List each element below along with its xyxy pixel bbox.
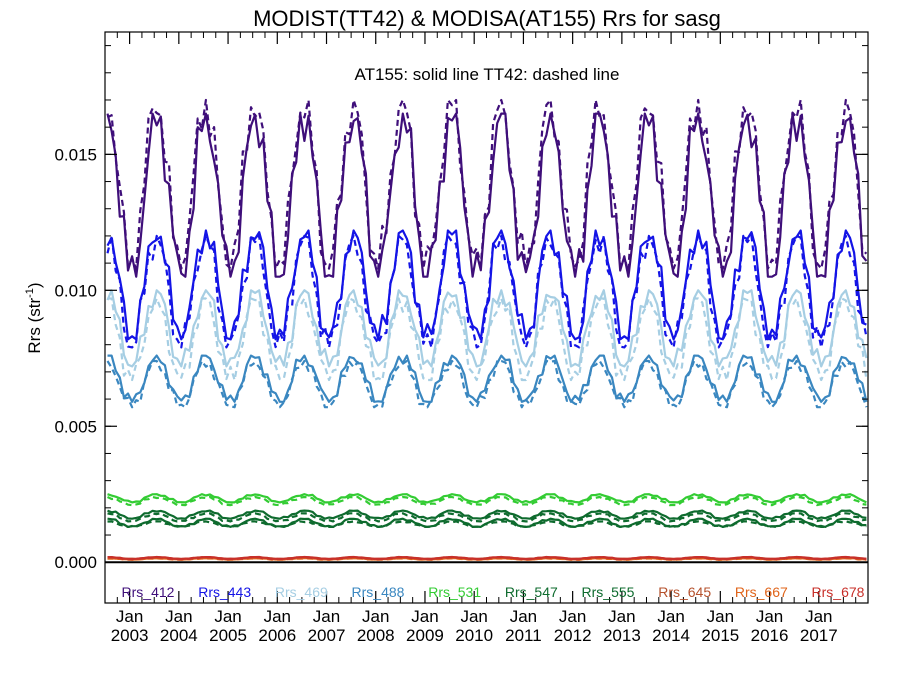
y-tick-label: 0.015 [54, 145, 97, 164]
rrs-412-dashed-line [106, 98, 868, 270]
x-tick-month-label: Jan [756, 607, 783, 626]
x-tick-year-label: 2003 [111, 626, 149, 645]
series-rrs-547 [107, 509, 867, 523]
x-tick-month-label: Jan [264, 607, 291, 626]
legend-item-rrs-547: Rrs_547 [505, 584, 558, 600]
x-tick-month-label: Jan [510, 607, 537, 626]
x-tick-month-label: Jan [116, 607, 143, 626]
legend-item-rrs-678: Rrs_678 [812, 584, 865, 600]
x-tick-month-label: Jan [657, 607, 684, 626]
legend-item-rrs-488: Rrs_488 [352, 584, 405, 600]
x-tick-month-label: Jan [559, 607, 586, 626]
x-tick-year-label: 2017 [800, 626, 838, 645]
y-tick-label: 0.000 [54, 553, 97, 572]
rrs-547-dashed-line [107, 512, 867, 523]
x-tick-year-label: 2004 [160, 626, 198, 645]
rrs-443-dashed-line [106, 234, 868, 349]
legend-item-rrs-412: Rrs_412 [122, 584, 175, 600]
legend-item-rrs-555: Rrs_555 [582, 584, 635, 600]
series-rrs-443 [106, 229, 868, 349]
x-tick-year-label: 2006 [258, 626, 296, 645]
rrs-488-solid-line [107, 354, 868, 403]
x-tick-month-label: Jan [707, 607, 734, 626]
rrs-488-dashed-line [106, 359, 868, 409]
y-tick-label: 0.010 [54, 281, 97, 300]
series-rrs-488 [106, 354, 868, 409]
series-layer [106, 98, 868, 561]
rrs-678-dashed-line [107, 556, 867, 561]
series-rrs-555 [107, 517, 867, 528]
x-tick-month-label: Jan [214, 607, 241, 626]
series-rrs-412 [106, 98, 868, 278]
x-tick-layer: Jan2003Jan2004Jan2005Jan2006Jan2007Jan20… [111, 32, 857, 645]
x-tick-month-label: Jan [362, 607, 389, 626]
x-tick-month-label: Jan [805, 607, 832, 626]
y-axis-label: Rrs (str-1) [24, 282, 44, 353]
x-tick-year-label: 2008 [357, 626, 395, 645]
chart-title: MODIST(TT42) & MODISA(AT155) Rrs for sas… [253, 6, 721, 31]
x-tick-month-label: Jan [313, 607, 340, 626]
x-tick-year-label: 2011 [505, 626, 542, 645]
rrs-412-solid-line [106, 112, 868, 278]
x-tick-month-label: Jan [608, 607, 635, 626]
y-tick-layer: 0.000 0.005 0.010 0.015 [54, 45, 868, 572]
legend-item-rrs-667: Rrs_667 [735, 584, 788, 600]
series-rrs-469 [106, 289, 868, 382]
rrs-531-dashed-line [107, 495, 867, 507]
rrs-547-solid-line [107, 509, 867, 520]
x-tick-month-label: Jan [165, 607, 192, 626]
x-tick-year-label: 2015 [701, 626, 739, 645]
x-tick-year-label: 2009 [406, 626, 444, 645]
rrs-469-dashed-line [107, 297, 868, 382]
x-tick-year-label: 2016 [751, 626, 789, 645]
chart-annotation: AT155: solid line TT42: dashed line [355, 65, 620, 84]
legend-item-rrs-443: Rrs_443 [198, 584, 251, 600]
x-tick-month-label: Jan [460, 607, 487, 626]
x-tick-month-label: Jan [411, 607, 438, 626]
x-tick-year-label: 2012 [554, 626, 592, 645]
series-rrs-678 [107, 555, 867, 561]
legend-item-rrs-469: Rrs_469 [275, 584, 328, 600]
x-tick-year-label: 2014 [652, 626, 690, 645]
rrs-531-solid-line [107, 493, 867, 504]
rrs-555-dashed-line [107, 520, 867, 528]
x-tick-year-label: 2007 [308, 626, 346, 645]
x-tick-year-label: 2013 [603, 626, 641, 645]
legend-item-rrs-531: Rrs_531 [428, 584, 481, 600]
series-rrs-531 [107, 493, 867, 507]
legend-item-rrs-645: Rrs_645 [658, 584, 711, 600]
y-tick-label: 0.005 [54, 417, 97, 436]
x-tick-year-label: 2010 [455, 626, 493, 645]
legend: Rrs_412 Rrs_443 Rrs_469 Rrs_488 Rrs_531 Rrs_5… [122, 584, 865, 600]
x-tick-year-label: 2005 [209, 626, 247, 645]
